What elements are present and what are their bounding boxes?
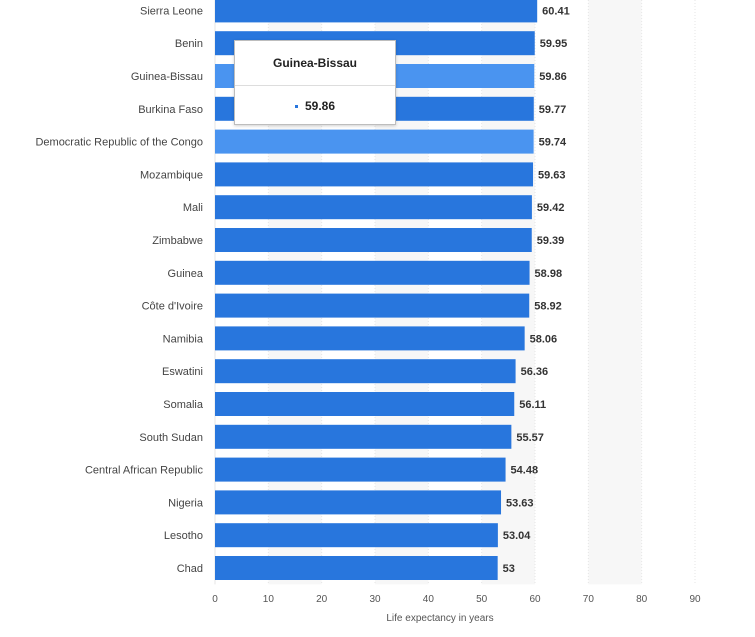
value-label: 59.74 — [539, 137, 567, 149]
category-label: Lesotho — [164, 530, 203, 542]
category-label: Nigeria — [168, 497, 204, 509]
value-label: 53.63 — [506, 497, 534, 509]
value-label: 58.06 — [530, 333, 558, 345]
category-label: Sierra Leone — [140, 5, 203, 17]
category-labels: Sierra Leone Benin Guinea-Bissau Burkina Fa… — [35, 5, 203, 575]
x-tick-label: 20 — [316, 594, 328, 605]
value-label: 59.63 — [538, 169, 566, 181]
bar[interactable] — [215, 129, 534, 154]
x-axis-title: Life expectancy in years — [386, 613, 493, 624]
category-label: Benin — [175, 38, 203, 50]
bar[interactable] — [215, 392, 515, 416]
category-label: Burkina Faso — [138, 104, 203, 116]
x-tick-label: 60 — [529, 594, 541, 605]
category-label: Eswatini — [162, 366, 203, 378]
value-label: 56.11 — [519, 399, 546, 411]
tooltip-title: Guinea-Bissau — [235, 41, 395, 86]
value-label: 60.41 — [542, 5, 570, 17]
value-label: 54.48 — [511, 465, 539, 477]
category-label: Democratic Republic of the Congo — [35, 137, 203, 149]
x-tick-label: 30 — [369, 594, 381, 605]
value-label: 59.77 — [539, 104, 567, 116]
value-label: 56.36 — [521, 366, 549, 378]
grid-band — [588, 0, 642, 585]
tooltip: Guinea-Bissau 59.86 — [234, 40, 396, 125]
x-tick-label: 50 — [476, 594, 488, 605]
bar[interactable] — [215, 260, 530, 285]
category-label: Mali — [183, 202, 203, 214]
x-tick-label: 90 — [689, 594, 701, 605]
category-label: Namibia — [163, 333, 204, 345]
value-label: 59.42 — [537, 202, 565, 214]
bar[interactable] — [215, 228, 532, 252]
bar[interactable] — [215, 424, 512, 449]
value-label: 58.98 — [535, 268, 563, 280]
x-tick-label: 80 — [636, 594, 648, 605]
value-label: 58.92 — [534, 301, 562, 313]
x-tick-label: 0 — [212, 594, 218, 605]
value-label: 55.57 — [516, 432, 544, 444]
value-labels: 60.41 59.95 59.86 59.77 59.74 59.63 59.42 59.39… — [503, 5, 570, 575]
category-label: Central African Republic — [85, 465, 204, 477]
value-label: 59.39 — [537, 235, 565, 247]
value-label: 59.95 — [540, 38, 568, 50]
category-label: Chad — [177, 563, 203, 575]
value-label: 59.86 — [539, 71, 567, 83]
value-label: 53 — [503, 563, 515, 575]
tooltip-body: 59.86 — [235, 86, 395, 126]
category-label: Mozambique — [140, 169, 203, 181]
bar[interactable] — [215, 0, 538, 23]
x-tick-label: 10 — [263, 594, 275, 605]
category-label: Côte d'Ivoire — [142, 301, 203, 313]
bar[interactable] — [215, 195, 532, 220]
bar[interactable] — [215, 490, 502, 515]
tooltip-series-marker — [294, 104, 298, 108]
bar[interactable] — [215, 293, 530, 318]
bar[interactable] — [215, 523, 498, 548]
value-label: 53.04 — [503, 530, 531, 542]
x-tick-label: 70 — [583, 594, 595, 605]
bar[interactable] — [215, 359, 516, 384]
category-label: Guinea — [168, 268, 204, 280]
bar[interactable] — [215, 556, 498, 580]
bar[interactable] — [215, 457, 506, 482]
x-axis-ticks: 0 10 20 30 40 50 60 70 80 90 — [212, 594, 701, 605]
category-label: Zimbabwe — [152, 235, 203, 247]
bars — [215, 0, 538, 580]
category-label: South Sudan — [139, 432, 203, 444]
x-tick-label: 40 — [423, 594, 435, 605]
bar[interactable] — [215, 326, 525, 351]
category-label: Guinea-Bissau — [131, 71, 203, 83]
bar[interactable] — [215, 162, 534, 187]
category-label: Somalia — [163, 399, 204, 411]
tooltip-value: 59.86 — [304, 99, 336, 113]
